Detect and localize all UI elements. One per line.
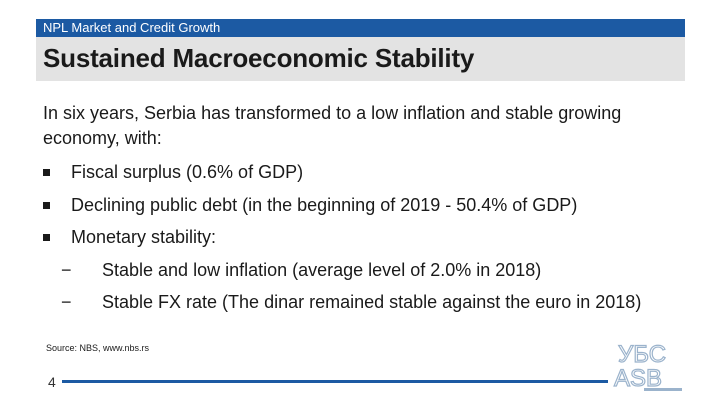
bullet-item: Declining public debt (in the beginning …: [43, 193, 711, 218]
svg-text:АSB: АSB: [614, 365, 662, 392]
bullet-text: Fiscal surplus (0.6% of GDP): [71, 162, 304, 182]
sub-bullet-item: − Stable FX rate (The dinar remained sta…: [61, 290, 671, 315]
square-bullet-icon: [43, 202, 50, 209]
intro-paragraph: In six years, Serbia has transformed to …: [43, 103, 622, 148]
sub-bullet-text: Stable and low inflation (average level …: [102, 260, 542, 280]
dash-bullet-icon: −: [61, 260, 72, 280]
bullet-text: Declining public debt (in the beginning …: [71, 195, 578, 215]
sub-bullet-text: Stable FX rate (The dinar remained stabl…: [102, 292, 642, 312]
bullet-item: Fiscal surplus (0.6% of GDP): [43, 160, 303, 185]
slide-title: Sustained Macroeconomic Stability: [43, 43, 475, 73]
section-label-bar: NPL Market and Credit Growth: [36, 19, 685, 37]
bullet-item: Monetary stability:: [43, 225, 216, 250]
title-bar: Sustained Macroeconomic Stability: [36, 37, 685, 81]
dash-bullet-icon: −: [61, 292, 72, 312]
bullet-text: Monetary stability:: [71, 227, 217, 247]
square-bullet-icon: [43, 169, 50, 176]
slide-content: In six years, Serbia has transformed to …: [43, 101, 683, 312]
sub-bullet-item: − Stable and low inflation (average leve…: [61, 258, 671, 283]
page-number: 4: [48, 374, 56, 390]
source-note: Source: NBS, www.nbs.rs: [46, 343, 150, 353]
square-bullet-icon: [43, 234, 50, 241]
asb-logo-icon: УБС АSB: [613, 340, 682, 393]
svg-text:УБС: УБС: [618, 341, 666, 368]
footer-line: [62, 380, 608, 383]
section-label: NPL Market and Credit Growth: [43, 20, 221, 35]
